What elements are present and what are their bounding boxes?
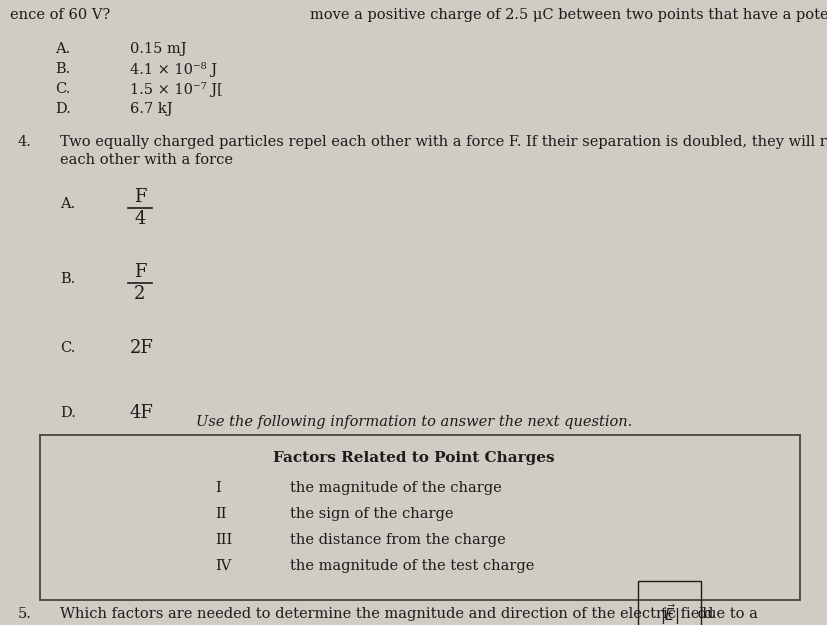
Text: A.: A.: [55, 42, 70, 56]
Text: 2F: 2F: [130, 339, 154, 357]
Text: Two equally charged particles repel each other with a force F. If their separati: Two equally charged particles repel each…: [60, 135, 827, 149]
Text: each other with a force: each other with a force: [60, 153, 232, 167]
Text: the distance from the charge: the distance from the charge: [289, 533, 505, 547]
Text: B.: B.: [60, 272, 75, 286]
Text: 0.15 mJ: 0.15 mJ: [130, 42, 186, 56]
Text: Use the following information to answer the next question.: Use the following information to answer …: [196, 415, 631, 429]
Text: ence of 60 V?: ence of 60 V?: [10, 8, 110, 22]
Text: D.: D.: [60, 406, 76, 420]
Text: B.: B.: [55, 62, 70, 76]
Text: F: F: [134, 263, 146, 281]
Text: II: II: [215, 507, 227, 521]
Text: Which factors are needed to determine the magnitude and direction of the electri: Which factors are needed to determine th…: [60, 607, 717, 621]
Text: C.: C.: [55, 82, 70, 96]
Text: due to a: due to a: [692, 607, 757, 621]
Text: move a positive charge of 2.5 μC between two points that have a potential: move a positive charge of 2.5 μC between…: [309, 8, 827, 22]
Text: I: I: [215, 481, 221, 495]
Text: IV: IV: [215, 559, 231, 573]
Text: the magnitude of the test charge: the magnitude of the test charge: [289, 559, 533, 573]
Text: $|\vec{E}|$: $|\vec{E}|$: [659, 602, 678, 625]
Text: 4.1 × 10⁻⁸ J: 4.1 × 10⁻⁸ J: [130, 62, 217, 77]
Text: Factors Related to Point Charges: Factors Related to Point Charges: [273, 451, 554, 465]
Text: 1.5 × 10⁻⁷ J[: 1.5 × 10⁻⁷ J[: [130, 82, 222, 97]
Text: 2: 2: [134, 285, 146, 303]
Text: 4: 4: [134, 210, 146, 228]
Text: D.: D.: [55, 102, 71, 116]
Text: 4.: 4.: [18, 135, 31, 149]
Text: the sign of the charge: the sign of the charge: [289, 507, 453, 521]
Text: F: F: [134, 188, 146, 206]
Text: 4F: 4F: [130, 404, 154, 422]
Text: III: III: [215, 533, 232, 547]
Text: C.: C.: [60, 341, 75, 355]
FancyBboxPatch shape: [40, 435, 799, 600]
Text: 6.7 kJ: 6.7 kJ: [130, 102, 172, 116]
Text: the magnitude of the charge: the magnitude of the charge: [289, 481, 501, 495]
Text: 5.: 5.: [18, 607, 31, 621]
Text: A.: A.: [60, 197, 75, 211]
